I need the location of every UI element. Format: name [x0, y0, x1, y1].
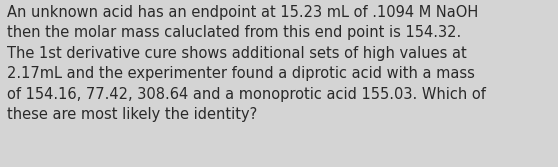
Text: An unknown acid has an endpoint at 15.23 mL of .1094 M NaOH
then the molar mass : An unknown acid has an endpoint at 15.23…	[7, 5, 486, 122]
